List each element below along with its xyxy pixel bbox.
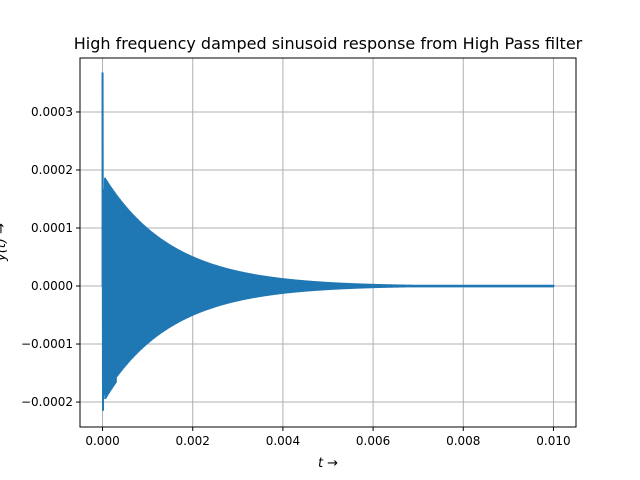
- x-tick-label: 0.006: [356, 434, 390, 448]
- series-line: [101, 72, 555, 411]
- x-tick-label: 0.002: [176, 434, 210, 448]
- y-tick-label: 0.0000: [31, 279, 73, 293]
- ticks: 0.000 0.002 0.004 0.006 0.008 0.010 −0.0002 −0.…: [21, 105, 571, 448]
- x-tick-label: 0.004: [266, 434, 300, 448]
- y-tick-label: 0.0001: [31, 221, 73, 235]
- y-tick-label: 0.0002: [31, 163, 73, 177]
- y-tick-label: −0.0002: [21, 395, 73, 409]
- axes-frame: [79, 57, 577, 428]
- x-axis-label: t →: [318, 456, 338, 471]
- x-tick-label: 0.000: [85, 434, 119, 448]
- y-tick-label: 0.0003: [31, 105, 73, 119]
- series-group: [101, 72, 555, 411]
- chart-title: High frequency damped sinusoid response …: [74, 34, 583, 53]
- y-tick-label: −0.0001: [21, 337, 73, 351]
- y-axis-label: y(t) →: [0, 223, 9, 262]
- x-tick-label: 0.010: [536, 434, 570, 448]
- x-tick-label: 0.008: [446, 434, 480, 448]
